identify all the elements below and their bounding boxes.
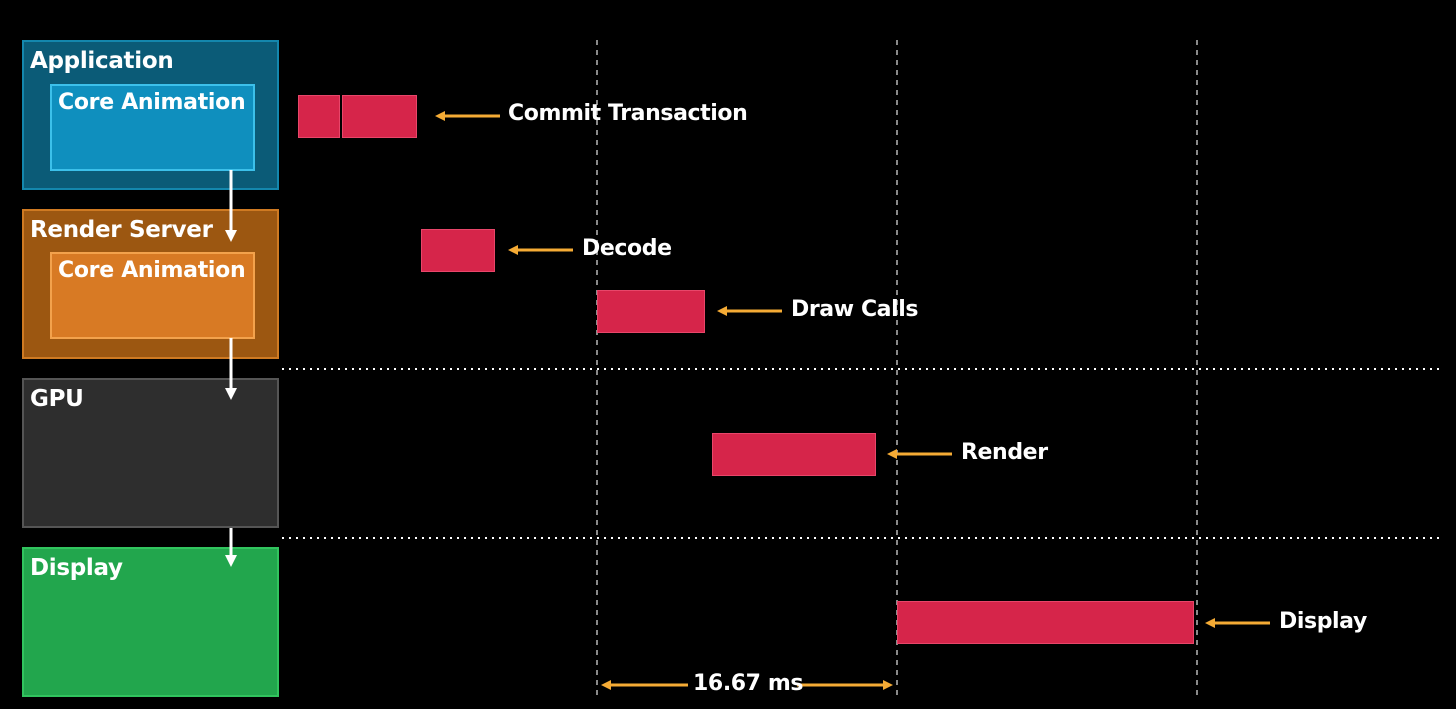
render-server-core-animation-box: Core Animation	[50, 252, 255, 339]
display-bar	[897, 601, 1194, 644]
render-server-core-animation-title: Core Animation	[58, 258, 246, 283]
gpu-title: GPU	[30, 386, 84, 412]
display-title: Display	[30, 555, 123, 581]
application-title: Application	[30, 48, 174, 74]
commit-transaction-bar-1	[298, 95, 340, 138]
display-label: Display	[1279, 609, 1367, 634]
draw-calls-label: Draw Calls	[791, 297, 919, 322]
draw-calls-bar	[597, 290, 705, 333]
application-box: Application Core Animation	[22, 40, 279, 190]
frame-interval-label: 16.67 ms	[693, 671, 804, 696]
application-core-animation-box: Core Animation	[50, 84, 255, 171]
commit-transaction-label: Commit Transaction	[508, 101, 748, 126]
render-server-box: Render Server Core Animation	[22, 209, 279, 359]
decode-bar	[421, 229, 495, 272]
display-box: Display	[22, 547, 279, 697]
render-bar	[712, 433, 876, 476]
commit-transaction-bar-2	[342, 95, 417, 138]
render-label: Render	[961, 440, 1048, 465]
render-server-title: Render Server	[30, 217, 213, 243]
application-core-animation-title: Core Animation	[58, 90, 246, 115]
gpu-box: GPU	[22, 378, 279, 528]
decode-label: Decode	[582, 236, 672, 261]
